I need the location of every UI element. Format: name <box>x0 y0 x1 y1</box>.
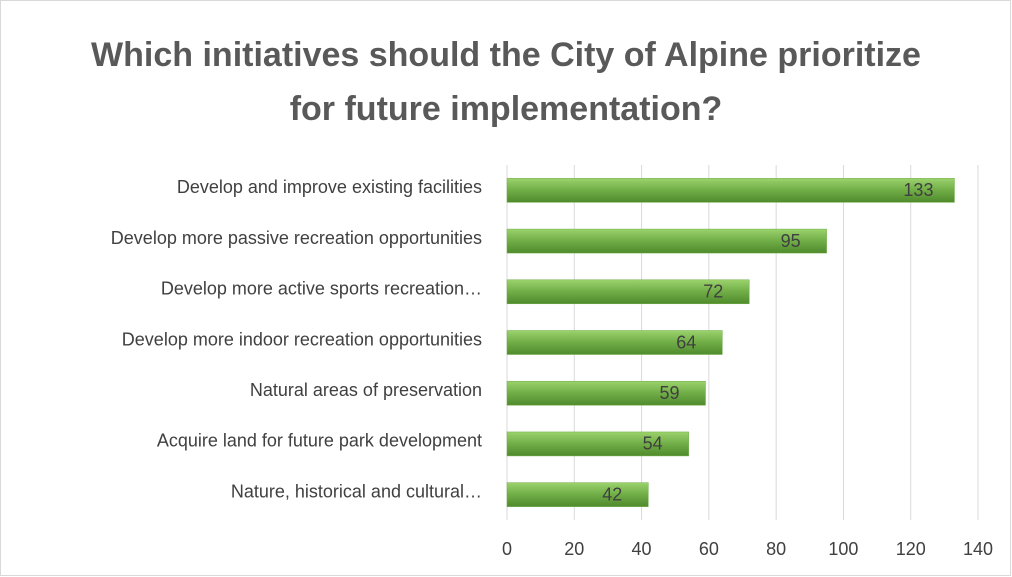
bar <box>506 228 827 254</box>
chart-title: Which initiatives should the City of Alp… <box>91 36 921 128</box>
data-label: 59 <box>659 383 679 403</box>
x-tick-label: 20 <box>564 539 584 559</box>
bar <box>506 431 689 457</box>
y-tick-label: Natural areas of preservation <box>250 380 482 400</box>
bar <box>506 330 723 355</box>
x-tick-label: 120 <box>896 539 926 559</box>
x-tick-label: 60 <box>699 539 719 559</box>
data-label: 42 <box>602 484 622 504</box>
y-tick-label: Acquire land for future park development <box>157 431 482 451</box>
y-tick-label: Develop more passive recreation opportun… <box>111 228 482 248</box>
x-tick-label: 80 <box>766 539 786 559</box>
data-label: 72 <box>703 282 723 302</box>
x-tick-label: 140 <box>963 539 993 559</box>
bar <box>506 279 750 305</box>
y-tick-label: Develop and improve existing facilities <box>177 177 482 197</box>
data-label: 133 <box>903 180 933 200</box>
x-tick-label: 0 <box>502 539 512 559</box>
bar <box>506 380 706 406</box>
data-label: 95 <box>781 231 801 251</box>
x-tick-label: 100 <box>828 539 858 559</box>
y-tick-label: Develop more active sports recreation… <box>161 279 482 299</box>
x-tick-label: 40 <box>632 539 652 559</box>
y-tick-label: Nature, historical and cultural… <box>231 481 482 501</box>
data-label: 64 <box>676 332 696 352</box>
bar <box>506 482 649 507</box>
bar <box>506 178 955 203</box>
data-label: 54 <box>643 434 663 454</box>
y-tick-label: Develop more indoor recreation opportuni… <box>122 329 482 349</box>
